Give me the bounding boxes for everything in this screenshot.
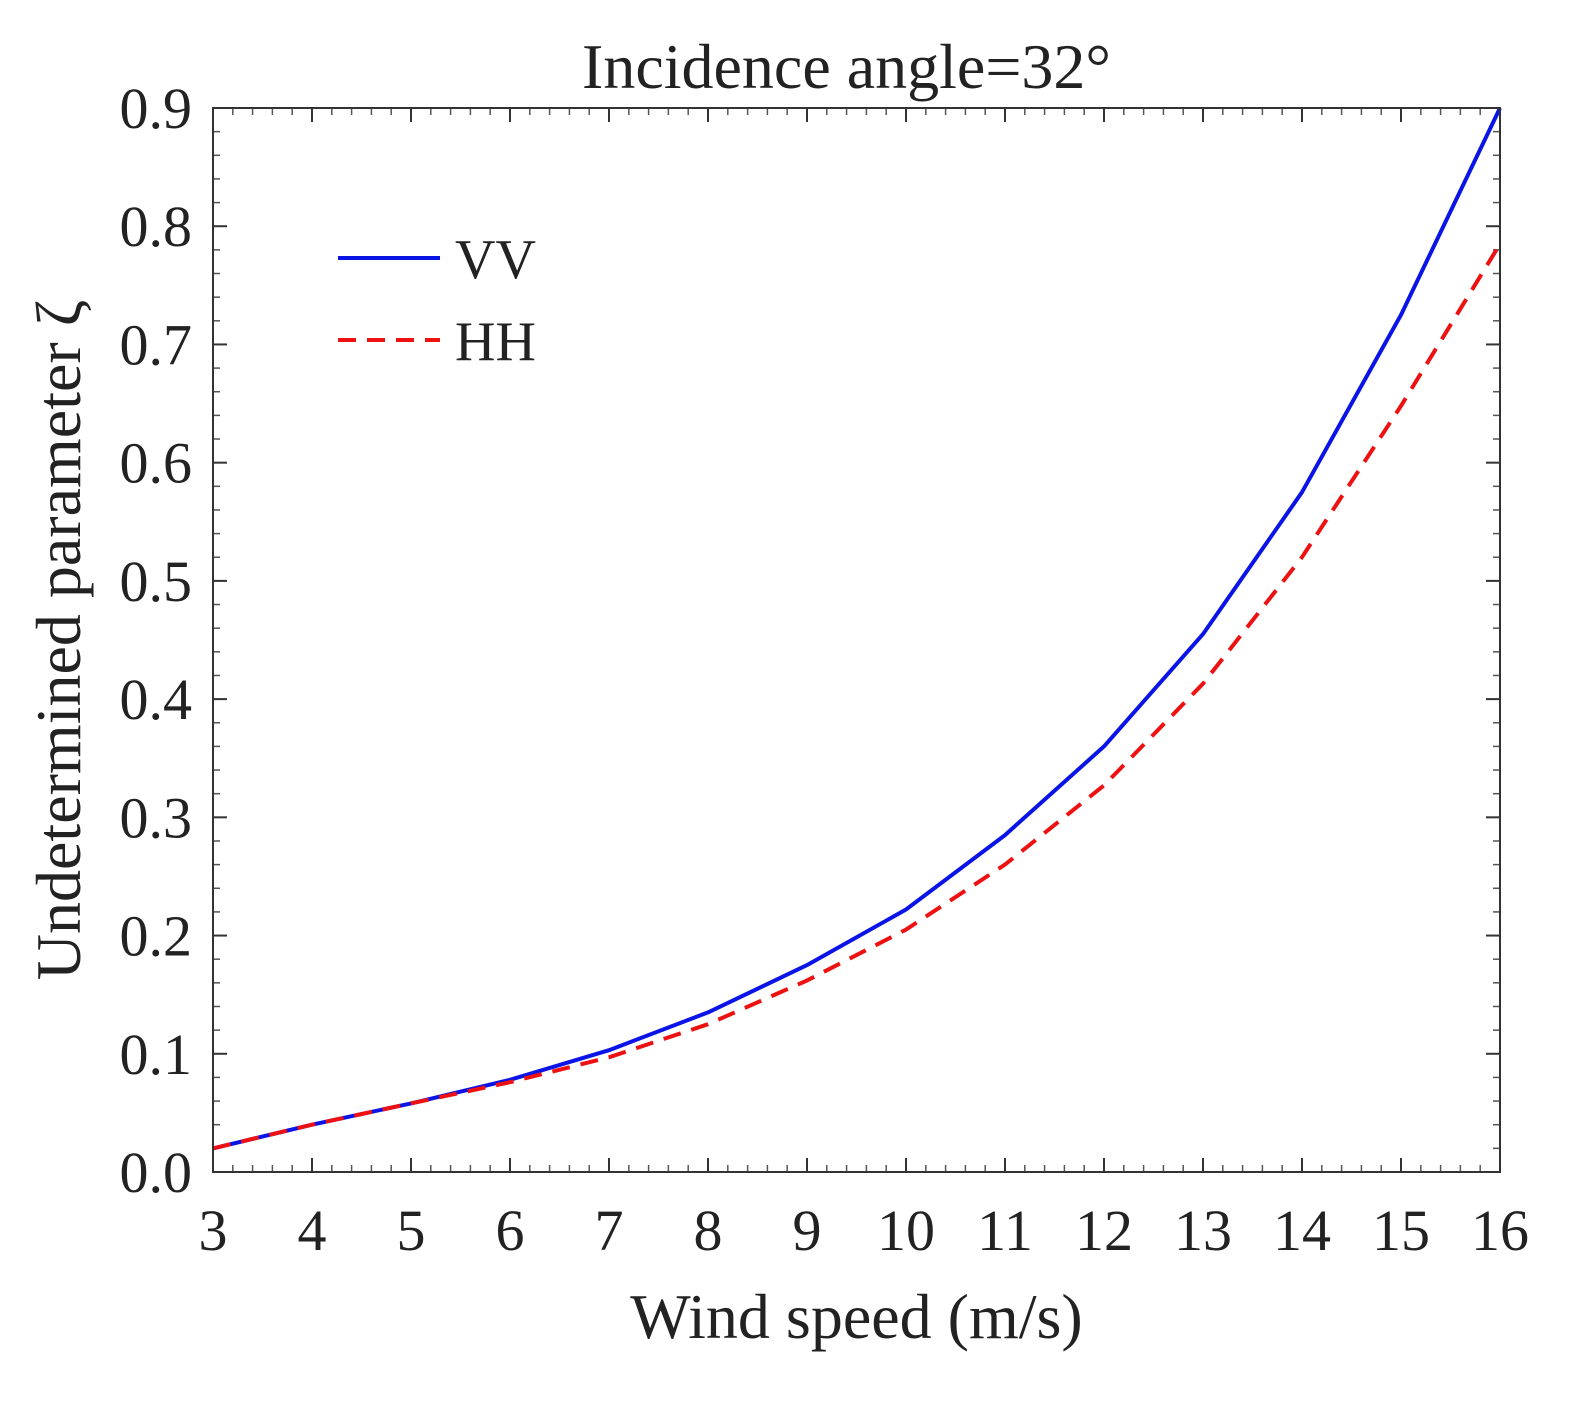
x-axis-title: Wind speed (m/s) [630,1281,1082,1352]
y-tick-label: 0.7 [120,312,193,377]
y-axis-title: Undetermined parameter ζ [23,300,94,980]
y-tick-label: 0.3 [120,785,193,850]
y-tick-label: 0.9 [120,76,193,141]
y-tick-label: 0.8 [120,194,193,259]
x-tick-label: 16 [1471,1198,1529,1263]
y-tick-label: 0.4 [120,667,193,732]
legend-label-hh: HH [455,311,536,373]
y-tick-label: 0.5 [120,549,193,614]
y-tick-label: 0.0 [120,1140,193,1205]
x-tick-label: 13 [1174,1198,1232,1263]
x-tick-labels: 3 4 5 6 7 8 9 10 11 12 13 14 15 16 [199,1198,1530,1263]
y-tick-label: 0.6 [120,431,193,496]
y-tick-label: 0.2 [120,904,193,969]
x-tick-label: 12 [1075,1198,1133,1263]
x-tick-label: 7 [595,1198,624,1263]
x-tick-label: 5 [397,1198,426,1263]
y-tick-label: 0.1 [120,1022,193,1087]
legend-label-vv: VV [455,229,536,291]
x-tick-label: 8 [694,1198,723,1263]
x-tick-label: 14 [1273,1198,1331,1263]
chart-title: Incidence angle=32° [582,31,1111,102]
legend: VV HH [338,229,536,373]
x-tick-label: 10 [877,1198,935,1263]
x-tick-label: 15 [1372,1198,1430,1263]
x-tick-label: 4 [298,1198,327,1263]
minor-ticks [213,108,1500,1172]
x-tick-label: 11 [977,1198,1033,1263]
x-tick-label: 6 [496,1198,525,1263]
plot-frame [212,107,1501,1173]
x-tick-label: 9 [793,1198,822,1263]
series-layer [212,107,1502,1151]
y-tick-labels: 0.0 0.1 0.2 0.3 0.4 0.5 0.6 0.7 0.8 0.9 [120,76,193,1205]
x-tick-label: 3 [199,1198,228,1263]
series-line-hh [212,242,1502,1151]
